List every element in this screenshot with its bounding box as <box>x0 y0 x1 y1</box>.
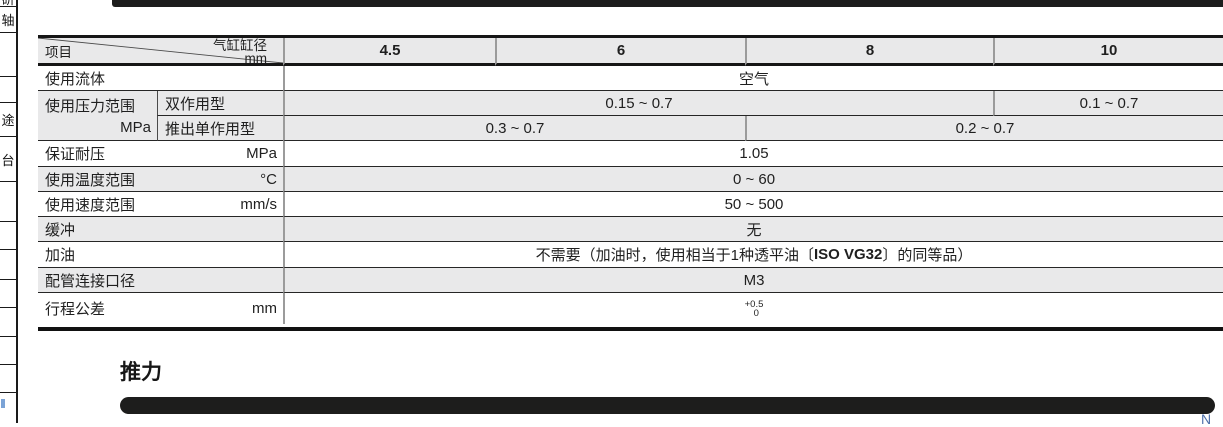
proof-pressure-unit: MPa <box>246 145 277 162</box>
row-sublabel-single-acting: 推出单作用型 <box>157 116 283 141</box>
edge-tab <box>0 308 16 337</box>
edge-tab <box>0 77 16 103</box>
row-label-pressure: 使用压力范围 MPa <box>38 91 157 141</box>
stroke-tolerance-unit: mm <box>252 300 277 317</box>
row-value-stroke-tolerance: +0.5 0 <box>283 293 1223 324</box>
edge-tab-label: 研 <box>1 0 14 6</box>
proof-pressure-label-text: 保证耐压 <box>45 146 106 163</box>
column-header-10: 10 <box>993 38 1223 66</box>
row-value-fluid: 空气 <box>283 66 1223 91</box>
row-sublabel-double-acting: 双作用型 <box>157 91 283 116</box>
blue-text-fragment <box>1 399 5 408</box>
lubrication-text-suffix: 〕的同等品） <box>882 247 973 264</box>
row-value-lubrication: 不需要（加油时，使用相当于1种透平油〔 ISO VG32 〕的同等品） <box>283 242 1223 268</box>
edge-tab <box>0 337 16 365</box>
header-bore-text: 气缸缸径 <box>213 38 267 53</box>
pressure-unit: MPa <box>120 119 151 137</box>
row-value-speed: 50 ~ 500 <box>283 192 1223 217</box>
edge-tab <box>0 365 16 393</box>
row-value-proof-pressure: 1.05 <box>283 141 1223 167</box>
row-label-cushion: 缓冲 <box>38 217 283 242</box>
stroke-tolerance-label-text: 行程公差 <box>45 301 106 318</box>
row-label-proof-pressure: 保证耐压 MPa <box>38 141 283 167</box>
row-label-stroke-tolerance: 行程公差 mm <box>38 293 283 324</box>
pressure-single-acting-small: 0.3 ~ 0.7 <box>283 116 745 141</box>
diagonal-divider-line <box>38 38 283 63</box>
pressure-label-text: 使用压力范围 <box>45 97 136 115</box>
row-value-temperature: 0 ~ 60 <box>283 167 1223 192</box>
thrust-unit-label: N <box>1201 411 1212 427</box>
edge-tab-label: 轴 <box>1 13 15 28</box>
stroke-tolerance-stack: +0.5 0 <box>744 298 764 319</box>
temperature-label-text: 使用温度范围 <box>45 171 136 189</box>
stroke-tolerance-zero: 0 <box>753 307 759 319</box>
edge-tab <box>0 393 16 423</box>
speed-label-text: 使用速度范围 <box>45 196 136 214</box>
row-value-cushion: 无 <box>283 217 1223 242</box>
lubrication-text-prefix: 不需要（加油时，使用相当于1种透平油〔 <box>535 247 814 264</box>
row-label-lubrication: 加油 <box>38 242 283 268</box>
row-label-port: 配管连接口径 <box>38 268 283 293</box>
lubrication-iso-grade: ISO VG32 <box>813 246 883 263</box>
header-bore-label: 气缸缸径 mm <box>213 38 268 66</box>
pressure-double-acting-main: 0.15 ~ 0.7 <box>283 91 993 116</box>
page-edge-tabs: 研 轴 途 台 <box>0 0 18 423</box>
edge-tab-label: 台 <box>1 152 15 168</box>
edge-tab: 途 <box>0 103 16 137</box>
row-value-port: M3 <box>283 268 1223 293</box>
header-diagonal-cell: 气缸缸径 mm 项目 <box>38 38 283 66</box>
row-label-temperature: 使用温度范围 °C <box>38 167 283 192</box>
specifications-table: 气缸缸径 mm 项目 4.5 6 8 10 使用流体 空气 使用压力范围 MPa… <box>38 35 1223 324</box>
column-header-6: 6 <box>495 38 745 66</box>
edge-tab: 轴 <box>0 7 16 33</box>
stroke-tolerance-plus: +0.5 <box>744 298 764 310</box>
top-section-bar <box>112 0 1223 7</box>
edge-tab: 研 <box>0 0 16 7</box>
temperature-unit: °C <box>260 170 277 188</box>
pressure-single-acting-large: 0.2 ~ 0.7 <box>745 116 1223 141</box>
row-label-speed: 使用速度范围 mm/s <box>38 192 283 217</box>
row-label-fluid: 使用流体 <box>38 66 283 91</box>
edge-tab <box>0 182 16 222</box>
thrust-section-bar <box>120 397 1215 414</box>
edge-tab <box>0 250 16 280</box>
header-bore-unit: mm <box>244 51 268 66</box>
column-header-4-5: 4.5 <box>283 38 495 66</box>
speed-unit: mm/s <box>240 195 277 213</box>
edge-tab <box>0 33 16 77</box>
header-item-label: 项目 <box>45 45 72 60</box>
thrust-section-heading: 推力 <box>120 361 162 384</box>
edge-tab-label: 途 <box>1 113 15 128</box>
column-header-8: 8 <box>745 38 993 66</box>
edge-tab <box>0 222 16 250</box>
pressure-double-acting-10mm: 0.1 ~ 0.7 <box>993 91 1223 116</box>
edge-tab: 台 <box>0 137 16 182</box>
edge-tab <box>0 280 16 308</box>
table-bottom-border <box>38 327 1223 331</box>
